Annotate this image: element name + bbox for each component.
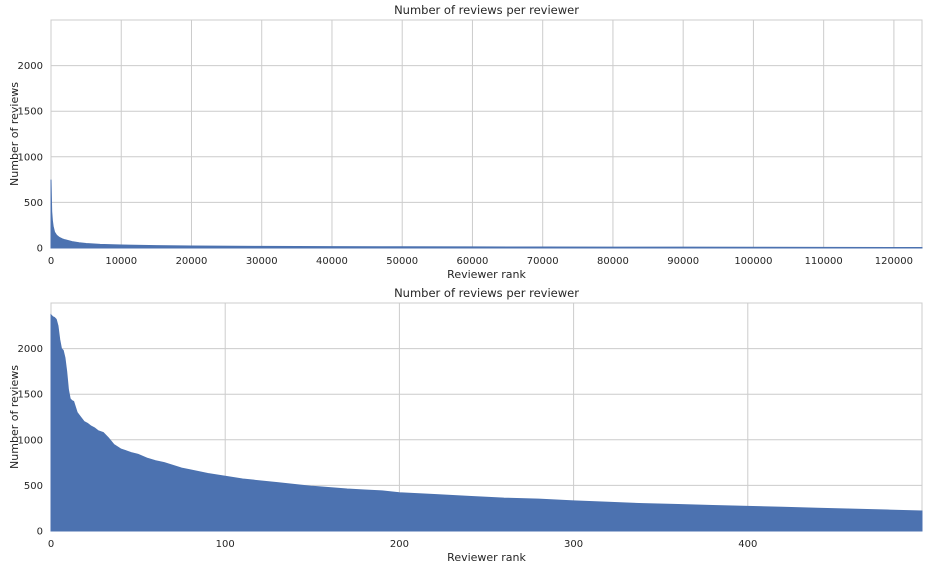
x-tick-label: 80000: [597, 256, 629, 267]
y-tick-label: 1500: [18, 390, 43, 401]
x-tick-label: 60000: [457, 256, 489, 267]
y-tick-label: 0: [37, 244, 43, 255]
x-ticks: 0 100 200 300 400: [48, 539, 758, 550]
x-tick-label: 300: [564, 539, 583, 550]
chart-bottom: 0 100 200 300 400 0 500 1000 1500 2000 Number of…: [8, 286, 923, 564]
x-tick-label: 100: [216, 539, 235, 550]
x-tick-label: 200: [390, 539, 409, 550]
x-axis-label: Reviewer rank: [447, 268, 526, 281]
y-tick-label: 0: [37, 527, 43, 538]
y-tick-label: 500: [24, 481, 43, 492]
x-tick-label: 70000: [527, 256, 559, 267]
x-axis-label: Reviewer rank: [447, 551, 526, 564]
x-tick-label: 0: [48, 539, 54, 550]
x-tick-label: 90000: [667, 256, 699, 267]
x-tick-label: 100000: [734, 256, 772, 267]
y-tick-label: 500: [24, 198, 43, 209]
y-tick-label: 2000: [18, 61, 43, 72]
x-tick-label: 0: [48, 256, 54, 267]
x-tick-label: 10000: [105, 256, 137, 267]
y-axis-label: Number of reviews: [8, 82, 21, 186]
y-tick-label: 1000: [18, 435, 43, 446]
x-tick-label: 40000: [316, 256, 348, 267]
y-ticks: 0 500 1000 1500 2000: [18, 61, 43, 254]
plot-area: [50, 19, 923, 249]
y-tick-label: 1500: [18, 107, 43, 118]
chart-title: Number of reviews per reviewer: [394, 286, 579, 300]
x-ticks: 0 10000 20000 30000 40000 50000 60000 70000 8000…: [48, 256, 913, 267]
x-tick-label: 400: [738, 539, 757, 550]
reviews-area: [50, 179, 923, 249]
reviews-area: [50, 313, 923, 532]
x-tick-label: 110000: [805, 256, 843, 267]
y-axis-label: Number of reviews: [8, 365, 21, 469]
x-tick-label: 20000: [176, 256, 208, 267]
x-tick-label: 30000: [246, 256, 278, 267]
y-ticks: 0 500 1000 1500 2000: [18, 344, 43, 537]
chart-top: 0 10000 20000 30000 40000 50000 60000 70000 8000…: [8, 3, 923, 281]
y-tick-label: 2000: [18, 344, 43, 355]
chart-title: Number of reviews per reviewer: [394, 3, 579, 17]
y-tick-label: 1000: [18, 152, 43, 163]
x-tick-label: 50000: [386, 256, 418, 267]
x-tick-label: 120000: [875, 256, 913, 267]
